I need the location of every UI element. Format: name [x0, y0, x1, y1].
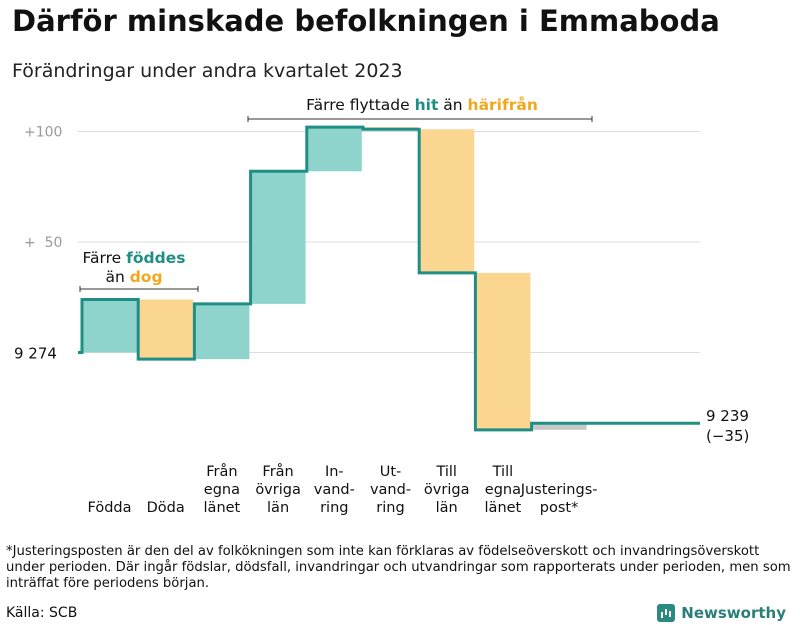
category-label: Ut- — [380, 464, 402, 480]
cumulative-line — [78, 125, 700, 432]
category-label: Födda — [88, 500, 132, 516]
annotation-line: än dog — [105, 268, 162, 286]
category-labels: Födda Döda Från egna länet Från övriga län In-va… — [88, 463, 598, 516]
category-label: övriga — [255, 482, 301, 498]
category-label: län — [267, 500, 289, 516]
category-label: In- — [325, 464, 344, 480]
category-label: post* — [540, 500, 579, 516]
bars-layer — [82, 127, 587, 430]
waterfall-bar — [250, 171, 306, 304]
category-label: övriga — [424, 482, 470, 498]
source-text: Källa: SCB — [6, 605, 78, 621]
waterfall-bar — [194, 303, 250, 360]
brand-name: Newsworthy — [681, 604, 786, 622]
category-label: länet — [485, 500, 522, 516]
annotation-line: Färre flyttade hit än härifrån — [306, 95, 538, 114]
cumulative-line-layer — [78, 125, 700, 432]
category-label: vand- — [370, 482, 411, 498]
category-label: Från — [262, 463, 293, 480]
footnote: *Justeringsposten är den del av folkökni… — [6, 544, 791, 591]
chart-title: Därför minskade befolkningen i Emmaboda — [12, 4, 720, 38]
waterfall-bar — [138, 299, 194, 360]
end-change-label: (−35) — [706, 427, 749, 445]
chart-subtitle: Förändringar under andra kvartalet 2023 — [12, 60, 403, 82]
waterfall-bar — [419, 129, 475, 273]
y-tick-label: +100 — [24, 125, 62, 141]
category-label: Till — [435, 464, 457, 480]
category-label: länet — [204, 500, 241, 516]
baseline-label: 9 274 — [14, 345, 57, 363]
category-label: egna — [204, 482, 240, 498]
category-label: ring — [320, 500, 348, 516]
category-label: Från — [206, 463, 237, 480]
category-label: ring — [376, 500, 404, 516]
y-axis-ticks: +100 + 50 9 274 9 239 (−35) — [14, 125, 749, 446]
category-label: Döda — [147, 500, 185, 516]
category-label: egna — [485, 482, 521, 498]
brand: Newsworthy — [657, 604, 786, 622]
bar-chart-logo-icon — [657, 604, 676, 622]
waterfall-bar — [306, 127, 362, 172]
category-label: vand- — [314, 482, 355, 498]
y-tick-label: + 50 — [24, 235, 62, 251]
annotation-line: Färre föddes — [83, 249, 186, 267]
waterfall-bar — [82, 299, 137, 353]
category-label: län — [436, 500, 458, 516]
category-label: Justerings- — [520, 482, 598, 498]
waterfall-bar — [531, 423, 587, 430]
waterfall-bar — [475, 272, 531, 430]
category-label: Till — [492, 464, 514, 480]
end-value-label: 9 239 — [706, 407, 749, 425]
waterfall-chart: +100 + 50 9 274 9 239 (−35) Födda Döda Från egn… — [14, 95, 749, 516]
